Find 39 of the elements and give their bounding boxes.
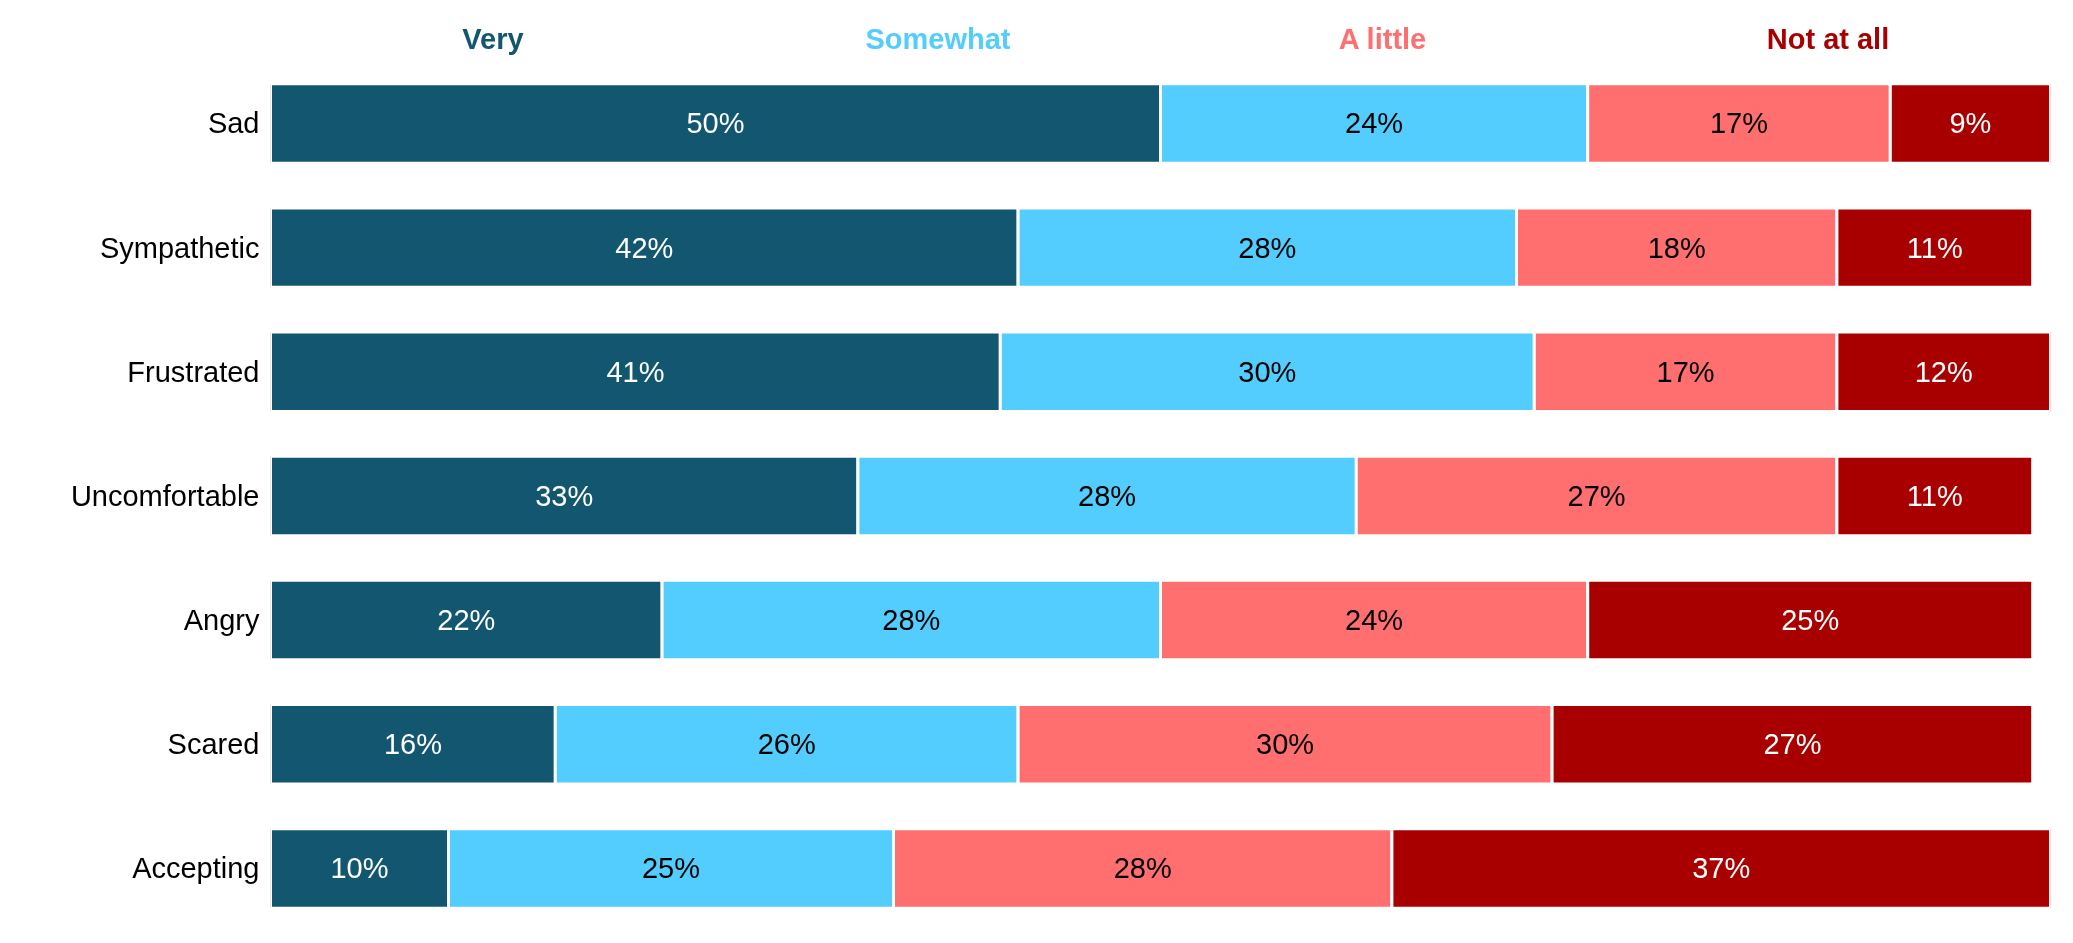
y-tick-label: Uncomfortable: [70, 479, 260, 512]
data-label: 28%: [1238, 231, 1297, 264]
y-tick-label: Scared: [167, 728, 260, 761]
data-label: 10%: [330, 852, 389, 885]
data-label: 42%: [615, 231, 674, 264]
data-label: 26%: [757, 728, 816, 761]
data-label: 28%: [1078, 479, 1137, 512]
y-tick-label: Frustrated: [127, 355, 260, 388]
data-label: 16%: [383, 728, 442, 761]
series-label: Very: [462, 23, 524, 56]
series-label: Not at all: [1766, 23, 1890, 56]
data-label: 41%: [606, 355, 665, 388]
data-label: 24%: [1345, 604, 1404, 637]
data-label: 37%: [1692, 852, 1751, 885]
text: Somewhat: [865, 23, 1011, 56]
data-label: 50%: [686, 107, 745, 140]
data-label: 24%: [1345, 107, 1404, 140]
data-label: 18%: [1647, 231, 1706, 264]
data-label: 11%: [1906, 479, 1963, 512]
data-label: 28%: [1113, 852, 1172, 885]
data-label: 33%: [535, 479, 594, 512]
data-label: 25%: [641, 852, 701, 885]
data-label: 27%: [1567, 479, 1626, 512]
y-tick-label: Sympathetic: [99, 231, 260, 264]
y-tick-label: Angry: [183, 604, 260, 637]
data-label: 22%: [437, 604, 496, 637]
data-label: 11%: [1906, 231, 1963, 264]
data-label: 30%: [1238, 355, 1297, 388]
text: A little: [1338, 23, 1427, 56]
data-label: 17%: [1709, 107, 1769, 140]
data-label: 17%: [1656, 355, 1715, 388]
data-label: 28%: [882, 604, 941, 637]
data-label: 25%: [1781, 604, 1840, 637]
y-tick-label: Sad: [207, 107, 260, 140]
y-tick-label: Accepting: [132, 852, 260, 885]
data-label: 27%: [1763, 728, 1822, 761]
data-label: 30%: [1256, 728, 1315, 761]
data-label: 9%: [1949, 107, 1992, 140]
data-label: 12%: [1914, 355, 1973, 388]
